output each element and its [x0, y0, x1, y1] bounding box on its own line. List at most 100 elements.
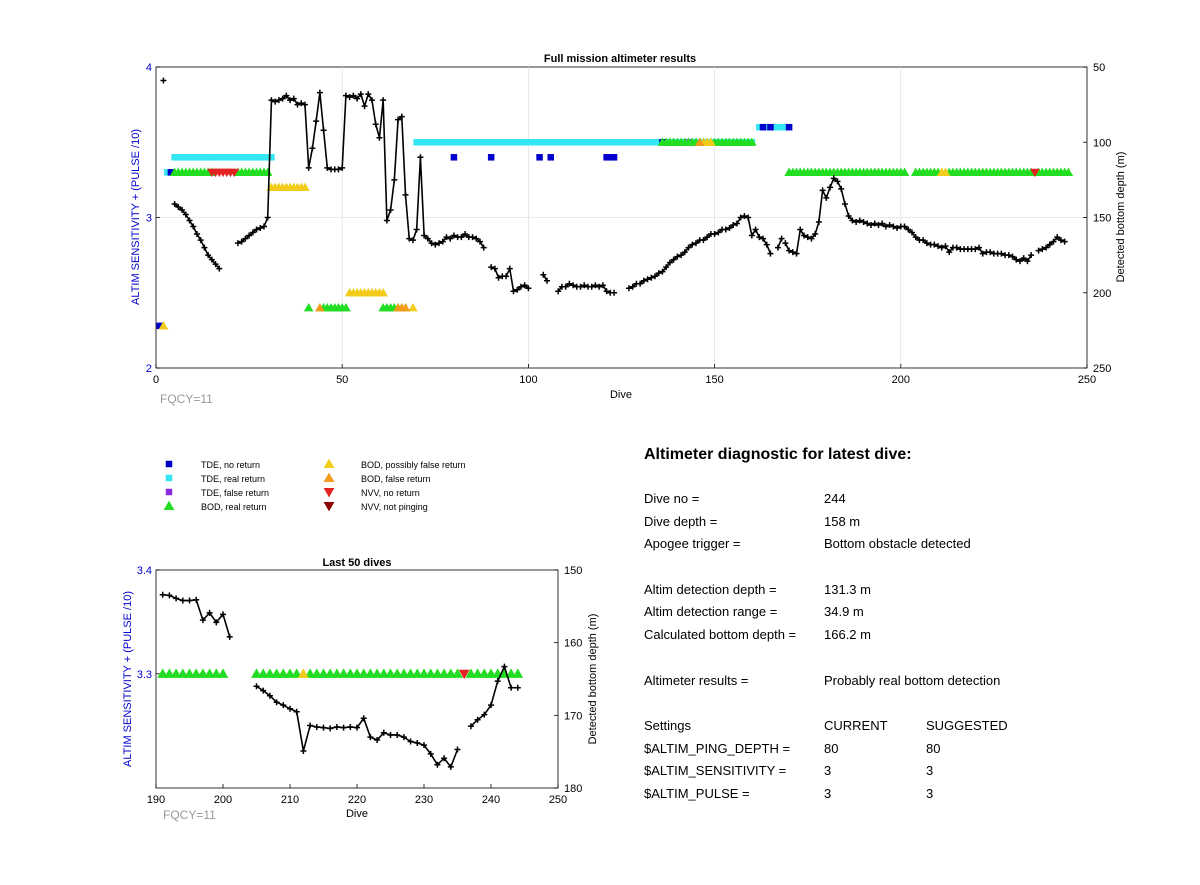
legend-entry: BOD, real return [163, 500, 267, 512]
tde-real-return-marker [562, 139, 569, 146]
tde-real-return-marker [476, 139, 484, 146]
tde-no-return-marker [450, 154, 458, 161]
main-depth-point [625, 285, 632, 292]
tde-real-return-marker [644, 139, 651, 146]
main-depth-point [402, 191, 409, 198]
tde-real-return-marker [420, 139, 428, 146]
main-depth-point [335, 166, 342, 173]
main-depth-point [745, 214, 752, 221]
tde-real-return-marker [651, 139, 659, 146]
main-depth-point [1024, 258, 1031, 265]
x-tick-label: 240 [482, 794, 500, 806]
tde-real-return-marker [193, 154, 201, 161]
tde-real-return-marker [621, 139, 629, 146]
main-depth-point [357, 91, 364, 98]
legend-label: BOD, real return [201, 502, 267, 512]
tde-real-return-marker [413, 139, 420, 146]
main-depth-point [372, 121, 379, 128]
main-depth-point [905, 226, 912, 233]
main-depth-point [387, 206, 394, 213]
main-depth-point [182, 211, 189, 218]
main-depth-point [488, 264, 495, 271]
main-depth-point [320, 127, 327, 134]
tde-real-return-marker [584, 139, 592, 146]
y-left-tick-label: 4 [146, 62, 152, 74]
main-depth-point [774, 244, 781, 251]
last50-depth-point [360, 715, 367, 722]
tde-real-return-marker [216, 154, 223, 161]
last50-depth-point [488, 702, 494, 709]
legend-triangle-up-icon [323, 472, 335, 483]
main-depth-point [715, 229, 722, 236]
last50-depth-point [226, 633, 233, 640]
bod-real-return-marker [303, 303, 314, 312]
tde-real-return-marker [774, 123, 782, 131]
main-depth-point [942, 243, 949, 250]
legend-label: BOD, false return [361, 474, 431, 484]
main-depth-point [368, 97, 375, 104]
main-depth-point [205, 252, 212, 259]
tde-real-return-marker [432, 139, 439, 146]
tde-real-return-marker [525, 139, 532, 146]
main-depth-point [1005, 252, 1012, 259]
main-depth-point [275, 97, 282, 104]
bod-real-return-marker [899, 167, 910, 176]
last50-depth-point [367, 734, 374, 741]
bod-possibly-false-marker [300, 182, 310, 191]
main-depth-point [782, 240, 789, 247]
last50-depth-point [508, 684, 515, 691]
tde-real-return-marker [595, 139, 603, 146]
main-depth-point [793, 250, 800, 257]
last50-depth-point [421, 742, 427, 749]
tde-no-return-marker [156, 322, 163, 330]
tde-real-return-marker [189, 154, 197, 161]
y-left-tick-label: 2 [146, 363, 152, 375]
main-depth-point [409, 237, 416, 244]
main-depth-point [309, 145, 316, 152]
tde-real-return-marker [633, 139, 640, 146]
main-depth-point [391, 176, 398, 183]
main-x-axis-label: Dive [610, 389, 632, 401]
main-depth-point [260, 223, 267, 230]
last50-depth-point [193, 596, 200, 603]
tde-real-return-marker [212, 154, 219, 161]
tde-real-return-marker [219, 154, 227, 161]
main-depth-point [912, 234, 919, 241]
last50-depth-point [206, 609, 213, 616]
main-depth-point [998, 250, 1005, 257]
legend-entry: BOD, possibly false return [323, 458, 466, 470]
last50-altimeter-chart: Last 50 dives 190 200 210 220 230 240 250 3.3 3.… [122, 557, 599, 822]
bod-possibly-false-marker [706, 137, 716, 146]
dive-no-row: Dive no = 244 [644, 488, 1164, 511]
suggested-header: SUGGESTED [926, 718, 1008, 734]
main-depth-point [868, 222, 875, 229]
main-depth-point [819, 187, 826, 194]
main-depth-point [637, 280, 644, 287]
tde-no-return-marker [487, 154, 495, 161]
main-depth-point [175, 203, 182, 210]
tde-real-return-marker [201, 154, 208, 161]
tde-no-return-marker [167, 169, 175, 176]
last50-depth-point [380, 729, 387, 736]
x-tick-label: 230 [415, 794, 433, 806]
last50-depth-point [199, 617, 206, 624]
tde-no-return-marker [547, 154, 554, 161]
bod-real-return-marker [747, 137, 757, 146]
tde-real-return-marker [551, 139, 558, 146]
main-depth-point [179, 206, 186, 213]
main-depth-point [428, 240, 435, 247]
main-depth-point [730, 222, 737, 229]
legend-square-icon [165, 460, 173, 468]
dive-depth-value: 158 m [824, 513, 861, 529]
main-depth-point [398, 113, 405, 120]
x-tick-label: 200 [214, 794, 232, 806]
tde-real-return-marker [517, 139, 525, 146]
main-depth-point [406, 235, 413, 242]
bod-possibly-false-marker [298, 668, 309, 678]
settings-header-row: Settings CURRENT SUGGESTED [644, 715, 1164, 738]
main-depth-point [555, 288, 562, 295]
main-depth-point [763, 241, 770, 248]
tde-real-return-marker [629, 139, 636, 146]
tde-real-return-marker [428, 139, 435, 146]
tde-real-return-marker [249, 154, 257, 161]
